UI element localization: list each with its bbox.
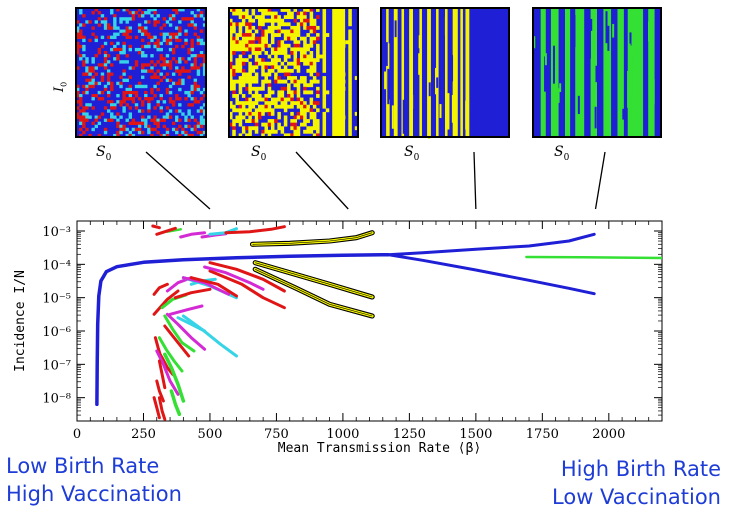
y-tick-label: 10⁻⁵ bbox=[42, 292, 71, 307]
panel-3-xlabel-text: S bbox=[404, 144, 414, 160]
y-axis-label: Incidence I/N bbox=[13, 270, 28, 372]
x-tick-label: 1750 bbox=[526, 427, 559, 442]
series-line bbox=[179, 231, 207, 239]
x-tick-label: 500 bbox=[198, 427, 223, 442]
raster-panel-1 bbox=[75, 7, 207, 138]
panel-ylabel-sub: 0 bbox=[59, 81, 69, 87]
panel-frame bbox=[228, 7, 359, 138]
series-line bbox=[173, 287, 212, 300]
caption-left: Low Birth Rate High Vaccination bbox=[6, 452, 182, 508]
series-line bbox=[208, 261, 286, 293]
y-tick-label: 10⁻⁷ bbox=[42, 358, 71, 373]
raster-panels bbox=[75, 7, 662, 139]
series-line bbox=[251, 231, 374, 246]
series-line bbox=[163, 314, 196, 353]
series-centerline bbox=[252, 232, 373, 245]
main-chart-axes: 0 250 500 750 1000 1250 1500 1750 2000 10⁻³ 10⁻⁴ 10… bbox=[13, 220, 663, 456]
series-line bbox=[152, 282, 169, 296]
series-line bbox=[155, 226, 177, 236]
raster-panel-3 bbox=[380, 7, 510, 139]
series-line bbox=[152, 396, 161, 420]
series-line bbox=[157, 336, 184, 373]
series-line bbox=[157, 396, 167, 421]
panel-2-xlabel-text: S bbox=[251, 144, 261, 160]
raster-panel-4 bbox=[532, 7, 662, 138]
caption-right-line1: High Birth Rate bbox=[560, 457, 721, 481]
series-line bbox=[189, 276, 238, 298]
series-line bbox=[168, 304, 204, 316]
panel-pointer-lines bbox=[145, 151, 606, 210]
series-line bbox=[163, 352, 186, 403]
pointer-line bbox=[295, 151, 349, 210]
series-line bbox=[169, 389, 182, 417]
pointer-line bbox=[145, 151, 211, 210]
series-line bbox=[155, 379, 165, 403]
series-line bbox=[165, 312, 207, 351]
series-line bbox=[163, 324, 191, 358]
raster-panel-2 bbox=[228, 7, 359, 138]
panel-2-xlabel: S0 bbox=[251, 144, 266, 163]
series-line bbox=[157, 359, 167, 390]
series-line bbox=[525, 255, 662, 260]
panel-1-xlabel-sub: 0 bbox=[105, 152, 112, 163]
series-centerline bbox=[255, 269, 373, 317]
panel-ylabel-text: I bbox=[52, 86, 67, 92]
x-tick-label: 750 bbox=[264, 427, 289, 442]
x-axis-label: Mean Transmission Rate ⟨β⟩ bbox=[278, 441, 482, 456]
panel-4-xlabel-text: S bbox=[554, 144, 564, 160]
series-line bbox=[155, 349, 180, 396]
x-tick-label: 0 bbox=[73, 427, 81, 442]
series-line bbox=[181, 314, 238, 358]
pointer-line bbox=[473, 151, 477, 210]
caption-right-line2: Low Vaccination bbox=[552, 485, 721, 509]
caption-right: High Birth Rate Low Vaccination bbox=[545, 455, 721, 511]
series-line bbox=[95, 252, 390, 407]
plot-frame bbox=[76, 220, 663, 422]
panel-2-xlabel-sub: 0 bbox=[260, 152, 267, 163]
panel-frame bbox=[380, 7, 510, 138]
series-centerline bbox=[255, 262, 373, 298]
y-tick-label: 10⁻⁸ bbox=[42, 392, 71, 407]
series-line bbox=[224, 225, 286, 235]
panel-3-xlabel-sub: 0 bbox=[413, 152, 420, 163]
series-line bbox=[203, 265, 265, 291]
x-tick-label: 1250 bbox=[393, 427, 426, 442]
panel-ylabel: I0 bbox=[52, 82, 69, 92]
caption-left-line1: Low Birth Rate bbox=[6, 454, 160, 478]
panel-1-xlabel: S0 bbox=[96, 144, 111, 163]
pointer-line bbox=[594, 151, 606, 210]
panel-3-xlabel: S0 bbox=[404, 144, 419, 163]
series-line bbox=[152, 289, 180, 316]
x-tick-label: 2000 bbox=[592, 427, 625, 442]
panel-4-xlabel-sub: 0 bbox=[563, 152, 570, 163]
main-chart-plot-area bbox=[95, 224, 662, 421]
series-line bbox=[151, 224, 161, 230]
y-tick-label: 10⁻⁴ bbox=[42, 258, 71, 273]
x-tick-label: 1500 bbox=[459, 427, 492, 442]
series-line bbox=[386, 232, 596, 257]
y-tick-label: 10⁻³ bbox=[42, 225, 71, 240]
panel-frame bbox=[532, 7, 662, 138]
panel-4-xlabel: S0 bbox=[554, 144, 569, 163]
series-line bbox=[181, 276, 231, 296]
caption-left-line2: High Vaccination bbox=[6, 482, 182, 506]
x-tick-label: 250 bbox=[131, 427, 156, 442]
series-line bbox=[208, 269, 286, 310]
y-tick-label: 10⁻⁶ bbox=[42, 325, 71, 340]
series-group bbox=[95, 224, 662, 421]
panel-frame bbox=[75, 7, 207, 138]
panel-1-xlabel-text: S bbox=[96, 144, 106, 160]
series-line bbox=[386, 253, 596, 296]
x-tick-label: 1000 bbox=[326, 427, 359, 442]
